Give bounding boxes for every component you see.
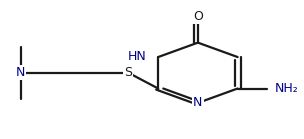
Text: HN: HN [128, 50, 147, 63]
Text: NH₂: NH₂ [275, 82, 298, 95]
Text: N: N [16, 66, 25, 79]
Text: N: N [193, 96, 202, 109]
Text: O: O [193, 10, 203, 23]
Text: S: S [124, 66, 132, 79]
